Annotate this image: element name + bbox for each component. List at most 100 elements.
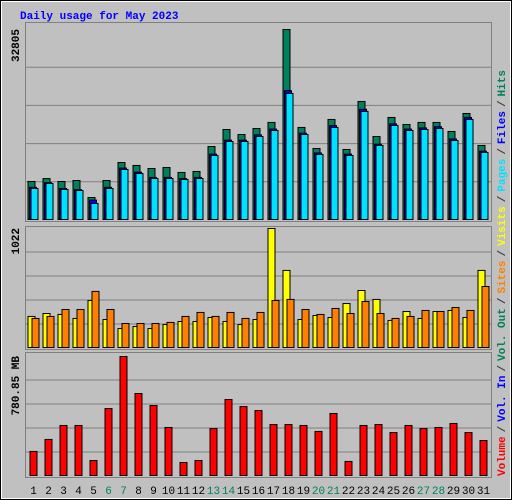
bar xyxy=(345,154,354,221)
bar xyxy=(389,432,398,476)
x-tick-label: 1 xyxy=(30,486,37,498)
x-tick-label: 5 xyxy=(90,486,97,498)
chart-title: Daily usage for May 2023 xyxy=(20,11,179,23)
bar xyxy=(226,311,235,348)
legend-separator: / xyxy=(497,100,509,107)
bar xyxy=(331,307,340,348)
bar xyxy=(359,424,368,476)
legend-separator: / xyxy=(497,148,509,155)
y-tick-label: 780.85 MB xyxy=(11,356,23,416)
bar xyxy=(59,424,68,476)
x-tick-label: 26 xyxy=(402,486,415,498)
x-tick-label: 24 xyxy=(372,486,386,498)
bar xyxy=(315,153,324,220)
bar xyxy=(151,322,160,348)
bar xyxy=(329,412,338,476)
bar xyxy=(135,173,144,220)
x-tick-label: 31 xyxy=(477,486,491,498)
bar xyxy=(46,315,55,348)
bar xyxy=(194,460,203,477)
x-tick-label: 3 xyxy=(60,486,67,498)
bar xyxy=(404,424,413,476)
x-tick-label: 9 xyxy=(150,486,157,498)
bar xyxy=(301,309,310,348)
x-tick-label: 17 xyxy=(267,486,280,498)
bar xyxy=(465,118,474,220)
legend-entry: Volume xyxy=(497,436,509,476)
bar xyxy=(434,426,443,476)
bar xyxy=(166,321,175,349)
bar xyxy=(76,309,85,348)
bar xyxy=(300,134,309,221)
legend-separator: / xyxy=(497,425,509,432)
bar xyxy=(479,440,488,476)
bar xyxy=(254,410,263,476)
bar xyxy=(481,286,490,348)
bar xyxy=(435,128,444,220)
x-tick-label: 14 xyxy=(222,486,236,498)
bar xyxy=(451,307,460,348)
legend-entry: Vol. Out xyxy=(497,308,509,361)
legend-entry: Sites xyxy=(497,261,509,294)
bar xyxy=(44,438,53,477)
bar xyxy=(361,301,370,348)
bar xyxy=(241,317,250,348)
bar xyxy=(450,140,459,220)
legend-entry: Files xyxy=(497,111,509,144)
x-tick-label: 22 xyxy=(342,486,355,498)
bar xyxy=(391,317,400,348)
bar xyxy=(466,309,475,348)
x-tick-label: 12 xyxy=(192,486,205,498)
x-tick-label: 8 xyxy=(135,486,142,498)
bar xyxy=(255,135,264,220)
x-tick-label: 10 xyxy=(162,486,175,498)
bar xyxy=(449,422,458,477)
bar xyxy=(90,202,99,220)
bar xyxy=(269,424,278,477)
bar xyxy=(134,393,143,477)
bar xyxy=(195,178,204,220)
bar xyxy=(104,408,113,477)
bar xyxy=(106,309,115,348)
legend-entry: Pages xyxy=(497,159,509,192)
bar xyxy=(405,129,414,220)
bar xyxy=(360,110,369,220)
x-tick-label: 19 xyxy=(297,486,310,498)
bar xyxy=(196,311,205,348)
bar xyxy=(224,399,233,477)
bar xyxy=(270,129,279,220)
bar xyxy=(314,430,323,476)
bar xyxy=(406,315,415,348)
bar xyxy=(120,168,129,220)
bar xyxy=(149,405,158,477)
bar xyxy=(464,432,473,476)
bar xyxy=(121,322,130,348)
bar xyxy=(271,299,280,348)
bar xyxy=(419,428,428,476)
bar xyxy=(179,462,188,476)
bar xyxy=(165,178,174,220)
bar xyxy=(180,179,189,220)
bar xyxy=(60,188,69,220)
x-tick-label: 7 xyxy=(120,486,127,498)
legend-separator: / xyxy=(497,297,509,304)
bar xyxy=(89,460,98,477)
x-tick-label: 2 xyxy=(45,486,52,498)
bar xyxy=(210,154,219,221)
bar xyxy=(211,315,220,348)
x-tick-label: 23 xyxy=(357,486,370,498)
bar xyxy=(480,151,489,220)
bar xyxy=(164,426,173,476)
bar xyxy=(374,424,383,477)
bar xyxy=(421,309,430,348)
bar xyxy=(256,311,265,348)
bar xyxy=(105,187,114,221)
x-tick-label: 29 xyxy=(447,486,460,498)
bar xyxy=(420,128,429,220)
bar xyxy=(225,140,234,221)
x-tick-label: 4 xyxy=(75,486,82,498)
bar xyxy=(286,298,295,349)
bar xyxy=(75,190,84,221)
